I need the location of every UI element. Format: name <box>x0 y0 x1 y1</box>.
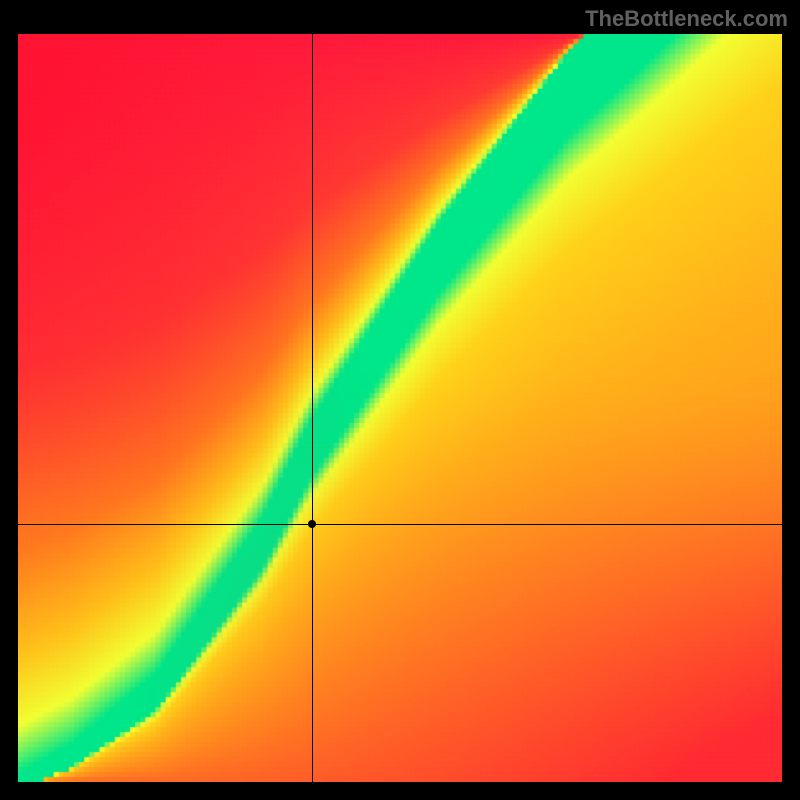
heatmap-canvas <box>18 34 782 782</box>
heatmap-plot <box>18 34 782 782</box>
data-point-marker <box>308 520 316 528</box>
chart-container: TheBottleneck.com <box>0 0 800 800</box>
crosshair-horizontal <box>18 524 782 525</box>
watermark-text: TheBottleneck.com <box>585 6 788 32</box>
crosshair-vertical <box>312 34 313 782</box>
